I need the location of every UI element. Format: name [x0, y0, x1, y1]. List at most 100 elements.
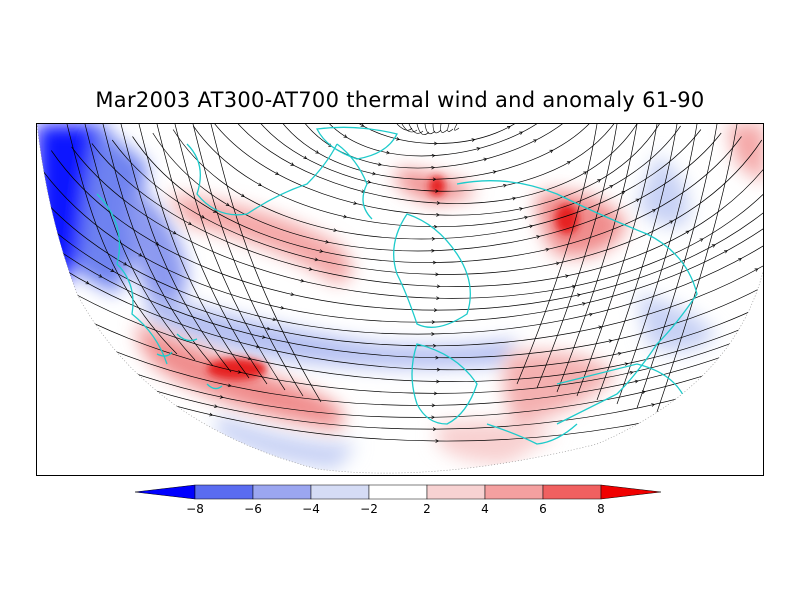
streamline-arrow	[492, 170, 497, 174]
colorbar-tick-label: 2	[423, 502, 431, 516]
streamline-arrow	[138, 253, 143, 257]
streamline	[556, 124, 638, 393]
colorbar-box	[310, 484, 370, 500]
streamline-arrow	[266, 326, 271, 331]
streamline	[37, 178, 763, 406]
coastline-north-america	[186, 143, 373, 220]
map-panel	[36, 123, 764, 476]
streamline	[37, 181, 763, 418]
streamline-arrow	[652, 209, 656, 213]
streamline	[120, 124, 232, 373]
streamline-arrow	[431, 332, 435, 336]
streamline-arrow	[431, 237, 436, 241]
streamline	[294, 124, 580, 169]
streamline	[111, 139, 763, 275]
streamline-arrow	[582, 302, 586, 306]
streamline-arrow	[367, 180, 372, 184]
streamline-arrow	[503, 183, 507, 188]
streamline-arrow	[533, 139, 538, 143]
streamline-arrow	[188, 221, 192, 225]
streamline-arrow	[431, 403, 436, 408]
colorbar-tick-label: 8	[597, 502, 605, 516]
streamline-arrow	[433, 391, 438, 396]
streamline-arrow	[609, 185, 614, 189]
streamline-arrow	[483, 157, 488, 162]
streamline-arrow	[545, 247, 550, 252]
streamline-arrow	[261, 335, 266, 339]
streamline-arrow	[209, 412, 214, 417]
streamline	[616, 124, 698, 405]
streamline	[84, 124, 196, 361]
coastline-greenland	[316, 126, 398, 160]
colorbar-box	[368, 484, 428, 500]
map-title: Mar2003 AT300-AT700 thermal wind and ano…	[95, 88, 705, 112]
colorbar-tick-label: 6	[539, 502, 547, 516]
streamline-arrow	[565, 274, 569, 278]
streamline-arrow	[98, 274, 103, 278]
streamline-arrow	[225, 202, 230, 207]
streamline	[233, 124, 641, 204]
streamline-arrow	[432, 260, 437, 265]
streamline-arrow	[635, 198, 640, 203]
streamline-arrow	[566, 161, 571, 165]
streamline	[335, 124, 539, 144]
colorbar-box	[484, 484, 544, 500]
streamline-arrow	[361, 189, 366, 194]
streamline-arrow	[529, 224, 534, 229]
streamline-arrow	[219, 395, 224, 399]
streamline-arrow	[325, 239, 330, 244]
streamline-arrow	[555, 261, 560, 266]
streamline-arrow	[629, 370, 634, 375]
anomaly-positive-northeast	[727, 124, 763, 184]
streamline	[102, 124, 214, 367]
streamline-arrow	[431, 415, 435, 420]
streamline-arrow	[524, 215, 529, 220]
coastlines	[96, 126, 698, 445]
streamline-arrow	[724, 250, 728, 254]
streamline-arrow	[436, 379, 440, 384]
streamline-arrow	[711, 244, 716, 248]
colorbar-box	[252, 484, 312, 500]
streamline-arrow	[669, 220, 674, 224]
colorbar-tick-label: −8	[186, 502, 204, 516]
streamline-arrow	[319, 249, 324, 253]
polar-map	[37, 124, 763, 474]
streamline-arrow	[431, 165, 435, 170]
colorbar-extend-high	[600, 484, 662, 500]
streamline	[37, 160, 763, 347]
colorbar-box	[194, 484, 254, 500]
streamline-arrow	[624, 362, 629, 366]
streamline	[314, 124, 560, 157]
streamline-arrow	[360, 124, 365, 127]
colorbar-box	[426, 484, 486, 500]
streamline-arrow	[435, 189, 439, 193]
streamline-arrow	[53, 301, 57, 305]
streamline-arrow	[123, 262, 128, 266]
colorbar-tick-label: −4	[302, 502, 320, 516]
colorbar-tick-label: −6	[244, 502, 262, 516]
streamline-arrow	[155, 242, 160, 246]
colorbar-boxes	[135, 484, 662, 500]
streamline-arrow	[608, 339, 613, 343]
polar-vortex	[396, 124, 460, 135]
streamline	[138, 124, 250, 379]
streamline	[210, 124, 322, 403]
streamline-arrow	[396, 137, 401, 141]
streamline-arrow	[378, 162, 382, 167]
thermal-wind-streamlines	[37, 124, 763, 443]
colorbar-extend-low	[135, 484, 196, 500]
streamline-arrow	[431, 320, 436, 324]
streamline-arrow	[598, 325, 603, 330]
streamline-arrow	[85, 280, 90, 285]
streamline-arrow	[315, 150, 320, 154]
colorbar-tick-label: −2	[360, 502, 378, 516]
streamline-arrow	[519, 207, 524, 211]
streamline-arrow	[433, 224, 438, 229]
streamline-arrow	[237, 370, 242, 374]
streamline-arrow	[300, 278, 305, 283]
streamline	[156, 124, 268, 385]
streamline-arrow	[435, 439, 440, 443]
streamline	[174, 124, 286, 391]
streamline-arrow	[436, 201, 441, 205]
streamline-arrow	[280, 305, 285, 310]
